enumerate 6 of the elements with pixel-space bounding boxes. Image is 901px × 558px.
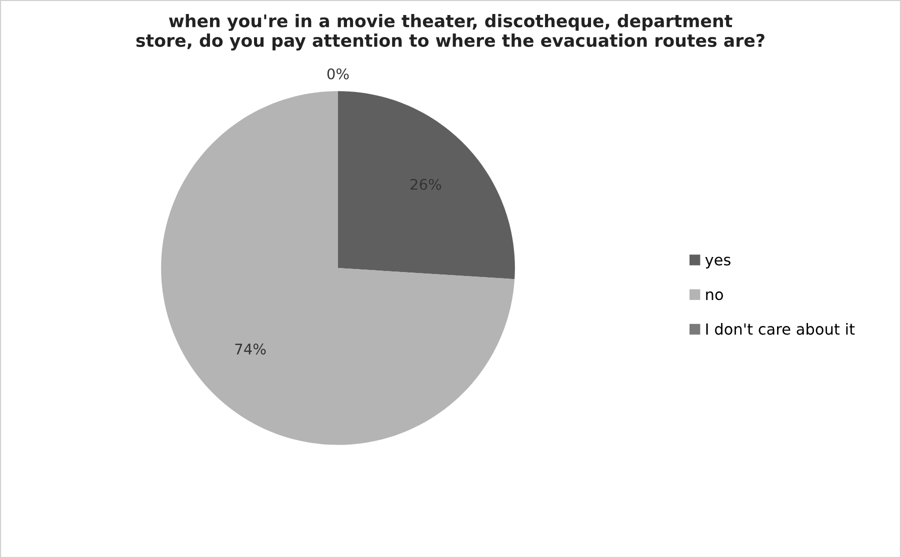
chart-title: when you're in a movie theater, discotheque, department store, do you pay attention to where the evacuation routes are? [136, 14, 764, 50]
legend-label: I don't care about it [706, 322, 855, 335]
legend-label: no [706, 291, 723, 300]
data-label: 74% [235, 344, 266, 355]
legend-label: yes [705, 256, 730, 268]
text: 0% [327, 68, 349, 80]
